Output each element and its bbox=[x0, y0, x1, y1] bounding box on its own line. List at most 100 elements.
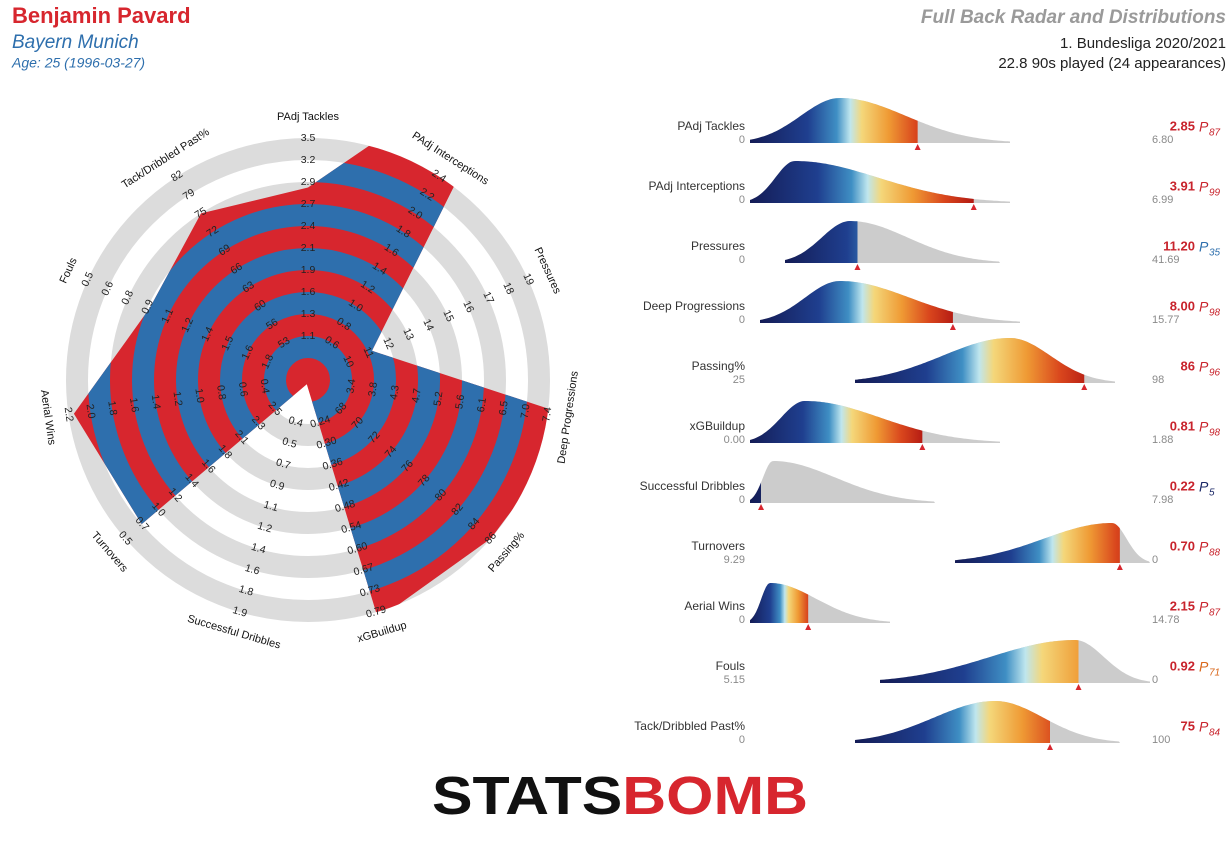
radar-tick-label: 1.1 bbox=[262, 499, 280, 515]
range-min: 0 bbox=[739, 254, 745, 266]
radar-tick-label: 0.4 bbox=[258, 378, 272, 394]
metric-label: Aerial Wins bbox=[684, 599, 745, 613]
radar-tick-label: 0.54 bbox=[340, 519, 363, 536]
radar-tick-label: 2.4 bbox=[301, 220, 316, 232]
radar-tick-label: 53 bbox=[276, 335, 292, 351]
radar-tick-label: 69 bbox=[216, 242, 232, 258]
percentile: 88 bbox=[1209, 548, 1221, 559]
metric-label: Deep Progressions bbox=[643, 299, 745, 313]
metric-value: 0.81 bbox=[1170, 418, 1195, 433]
metric-value: 0.70 bbox=[1170, 538, 1195, 553]
value-marker bbox=[919, 444, 926, 450]
range-max: 41.69 bbox=[1152, 254, 1180, 266]
percentile: 87 bbox=[1209, 128, 1221, 139]
percentile: 98 bbox=[1209, 428, 1221, 439]
value-marker bbox=[758, 504, 765, 510]
metric-value: 2.85 bbox=[1170, 118, 1195, 133]
distribution-fill bbox=[855, 701, 1050, 743]
percentile: 84 bbox=[1209, 728, 1221, 739]
metric-value: 11.20 bbox=[1163, 238, 1195, 253]
value-marker bbox=[914, 144, 921, 150]
radar-tick-label: 66 bbox=[228, 260, 244, 276]
percentile-symbol: P bbox=[1199, 719, 1209, 735]
radar-tick-label: 1.9 bbox=[301, 264, 316, 276]
distribution-fill bbox=[750, 401, 923, 443]
player-name: Benjamin Pavard bbox=[12, 3, 191, 28]
percentile: 87 bbox=[1209, 608, 1221, 619]
radar-tick-label: 7.4 bbox=[540, 406, 554, 422]
metric-label: Pressures bbox=[691, 239, 745, 253]
radar-tick-label: 1.6 bbox=[301, 286, 316, 298]
radar-band bbox=[66, 138, 550, 622]
radar-tick-label: 2.7 bbox=[301, 198, 316, 210]
radar-tick-label: 4.3 bbox=[388, 384, 402, 400]
radar-tick-label: 18 bbox=[500, 281, 516, 297]
value-marker bbox=[1081, 384, 1088, 390]
range-max: 6.80 bbox=[1152, 134, 1173, 146]
range-min: 5.15 bbox=[724, 674, 745, 686]
radar-tick-label: 1.8 bbox=[237, 583, 255, 599]
radar-tick-label: 10 bbox=[340, 354, 356, 370]
distribution-fill bbox=[760, 281, 953, 323]
value-marker bbox=[854, 264, 861, 270]
range-min: 0 bbox=[739, 614, 745, 626]
radar-tick-label: 1.1 bbox=[301, 330, 316, 342]
metric-value: 75 bbox=[1181, 718, 1195, 733]
metric-label: Tack/Dribbled Past% bbox=[634, 719, 745, 733]
metric-value: 0.22 bbox=[1170, 478, 1195, 493]
radar-tick-label: 1.2 bbox=[256, 520, 274, 536]
radar-tick-label: 15 bbox=[440, 308, 456, 324]
radar-tick-label: 0.42 bbox=[327, 477, 350, 494]
radar-tick-label: 0.7 bbox=[275, 456, 293, 472]
distribution-fill bbox=[785, 221, 858, 263]
range-min: 0 bbox=[739, 494, 745, 506]
radar-tick-label: 12 bbox=[380, 336, 396, 352]
logo: STATS BOMB bbox=[432, 766, 808, 826]
metric-label: Turnovers bbox=[691, 539, 745, 553]
percentile-symbol: P bbox=[1199, 599, 1209, 615]
radar-tick-label: 2.2 bbox=[62, 406, 76, 422]
radar-tick-label: 1.4 bbox=[149, 394, 163, 410]
percentile: 99 bbox=[1209, 188, 1221, 199]
percentile-symbol: P bbox=[1199, 299, 1209, 315]
value-marker bbox=[1075, 684, 1082, 690]
competition: 1. Bundesliga 2020/2021 bbox=[1060, 35, 1226, 52]
radar-tick-label: 0.24 bbox=[309, 413, 332, 430]
range-max: 100 bbox=[1152, 734, 1170, 746]
radar-tick-label: 1.0 bbox=[192, 388, 206, 404]
percentile-symbol: P bbox=[1199, 119, 1209, 135]
metric-label: PAdj Tackles bbox=[677, 119, 745, 133]
radar-tick-label: 1.4 bbox=[250, 541, 268, 557]
radar-tick-label: 0.8 bbox=[119, 288, 136, 306]
radar-tick-label: 0.6 bbox=[99, 279, 116, 297]
minutes-played: 22.8 90s played (24 appearances) bbox=[998, 55, 1226, 72]
metric-value: 2.15 bbox=[1170, 598, 1195, 613]
distribution-fill bbox=[750, 161, 974, 203]
chart-title: Full Back Radar and Distributions bbox=[921, 7, 1226, 28]
distribution-curve bbox=[750, 461, 935, 503]
radar-tick-label: 1.6 bbox=[239, 343, 256, 361]
radar-tick-label: 0.30 bbox=[315, 434, 338, 451]
range-min: 0 bbox=[739, 314, 745, 326]
radar-tick-label: 1.8 bbox=[259, 352, 276, 370]
value-marker bbox=[805, 624, 812, 630]
radar-tick-label: 11 bbox=[361, 345, 377, 360]
percentile: 98 bbox=[1209, 308, 1221, 319]
percentile: 35 bbox=[1209, 248, 1221, 259]
range-max: 15.77 bbox=[1152, 314, 1180, 326]
radar-tick-label: 0.5 bbox=[79, 270, 96, 288]
radar-tick-label: 6.1 bbox=[475, 397, 489, 413]
radar-tick-label: 1.2 bbox=[171, 391, 185, 407]
range-min: 0.00 bbox=[724, 434, 745, 446]
percentile: 71 bbox=[1209, 668, 1220, 679]
logo-part: BOMB bbox=[622, 766, 808, 826]
radar-tick-label: 3.2 bbox=[301, 154, 316, 166]
range-max: 7.98 bbox=[1152, 494, 1173, 506]
radar-tick-label: 1.3 bbox=[301, 308, 316, 320]
metric-value: 0.92 bbox=[1170, 658, 1195, 673]
radar-tick-label: 4.7 bbox=[410, 387, 424, 403]
radar-tick-label: 1.5 bbox=[219, 334, 236, 352]
range-max: 1.88 bbox=[1152, 434, 1173, 446]
